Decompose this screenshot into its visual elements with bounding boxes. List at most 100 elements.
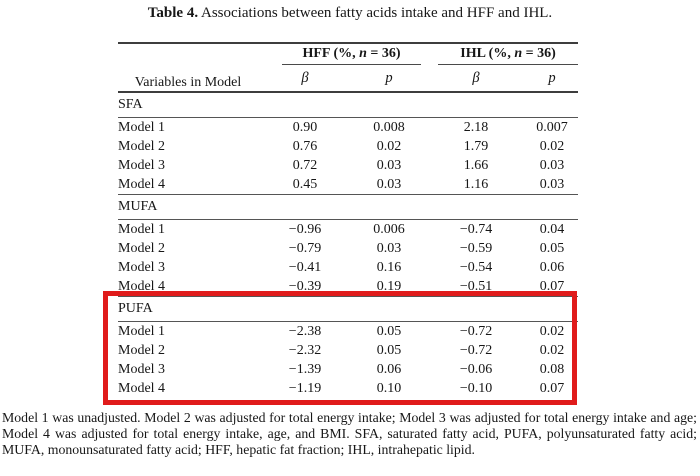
model-label-cell: Model 4 xyxy=(118,380,166,396)
col-header-p-ihl: p xyxy=(526,65,579,93)
value-cell: 0.05 xyxy=(539,240,565,256)
col-header-variables: Variables in Model xyxy=(118,43,258,93)
value-cell: −1.19 xyxy=(288,380,322,396)
value-cell: −0.59 xyxy=(459,240,493,256)
value-cell: −0.54 xyxy=(459,259,493,275)
table-row: Model 3 −0.41 0.16 −0.54 0.06 xyxy=(118,258,578,277)
table-row: Model 2 −2.32 0.05 −0.72 0.02 xyxy=(118,341,578,360)
section-sfa: SFA Model 1 0.90 0.008 2.18 0.007 Model … xyxy=(118,92,579,195)
value-cell: 0.03 xyxy=(376,176,402,192)
value-cell: 0.45 xyxy=(292,176,318,192)
hff-n-symbol: n xyxy=(359,46,367,61)
model-label-cell: Model 2 xyxy=(118,138,166,154)
table-row: Model 1 −0.96 0.006 −0.74 0.04 xyxy=(118,220,578,240)
table-row: Model 1 0.90 0.008 2.18 0.007 xyxy=(118,118,578,138)
value-cell: 0.02 xyxy=(539,323,565,339)
value-cell: 0.06 xyxy=(539,259,565,275)
table-row: Model 1 −2.38 0.05 −0.72 0.02 xyxy=(118,322,578,342)
table-row: Model 3 0.72 0.03 1.66 0.03 xyxy=(118,156,578,175)
hff-group-label: HFF (%, xyxy=(302,46,360,61)
value-cell: 0.03 xyxy=(539,176,565,192)
table-row: Model 2 0.76 0.02 1.79 0.02 xyxy=(118,137,578,156)
value-cell: 0.06 xyxy=(376,361,402,377)
model-label-cell: Model 3 xyxy=(118,157,166,173)
model-label-cell: Model 4 xyxy=(118,176,166,192)
table-row: Model 4 −1.19 0.10 −0.10 0.07 xyxy=(118,379,578,398)
ihl-n-value: = 36) xyxy=(522,46,556,61)
value-cell: 0.02 xyxy=(539,342,565,358)
section-pufa: PUFA Model 1 −2.38 0.05 −0.72 0.02 Model… xyxy=(118,296,579,399)
section-label: SFA xyxy=(118,92,579,118)
value-cell: 0.04 xyxy=(539,221,565,237)
hff-n-value: = 36) xyxy=(366,46,401,61)
ihl-group-label: IHL (%, xyxy=(460,46,515,61)
table-caption: Table 4. Associations between fatty acid… xyxy=(0,4,700,23)
value-cell: 0.02 xyxy=(376,138,402,154)
model-label-cell: Model 4 xyxy=(118,278,166,294)
model-label-cell: Model 3 xyxy=(118,259,166,275)
value-cell: 0.007 xyxy=(536,119,568,135)
value-cell: 0.07 xyxy=(539,380,565,396)
section-label: PUFA xyxy=(118,296,579,322)
model-label-cell: Model 1 xyxy=(118,323,166,339)
table-row: Model 4 −0.39 0.19 −0.51 0.07 xyxy=(118,277,578,297)
value-cell: 0.90 xyxy=(292,119,318,135)
value-cell: 2.18 xyxy=(463,119,489,135)
value-cell: −0.41 xyxy=(288,259,322,275)
value-cell: 0.16 xyxy=(376,259,402,275)
value-cell: 0.03 xyxy=(376,240,402,256)
model-label-cell: Model 3 xyxy=(118,361,166,377)
value-cell: −0.96 xyxy=(288,221,322,237)
value-cell: 0.008 xyxy=(373,119,405,135)
value-cell: 1.66 xyxy=(463,157,489,173)
value-cell: −2.38 xyxy=(288,323,322,339)
col-header-beta-hff: β xyxy=(258,65,352,93)
value-cell: 0.19 xyxy=(376,278,402,294)
section-label-row: MUFA xyxy=(118,194,579,220)
model-label-cell: Model 2 xyxy=(118,342,166,358)
model-label-cell: Model 2 xyxy=(118,240,166,256)
value-cell: −0.10 xyxy=(459,380,493,396)
value-cell: 0.07 xyxy=(539,278,565,294)
value-cell: 0.006 xyxy=(373,221,405,237)
table-row: Model 4 0.45 0.03 1.16 0.03 xyxy=(118,175,578,195)
value-cell: 1.16 xyxy=(463,176,489,192)
value-cell: 0.05 xyxy=(376,342,402,358)
col-header-beta-ihl: β xyxy=(426,65,527,93)
value-cell: 0.76 xyxy=(292,138,318,154)
value-cell: −0.72 xyxy=(459,342,493,358)
value-cell: 0.02 xyxy=(539,138,565,154)
value-cell: −0.72 xyxy=(459,323,493,339)
value-cell: 0.05 xyxy=(376,323,402,339)
col-header-p-hff: p xyxy=(352,65,427,93)
section-mufa: MUFA Model 1 −0.96 0.006 −0.74 0.04 Mode… xyxy=(118,194,579,297)
value-cell: −1.39 xyxy=(288,361,322,377)
section-label-row: PUFA xyxy=(118,296,579,322)
value-cell: −0.06 xyxy=(459,361,493,377)
value-cell: 0.72 xyxy=(292,157,318,173)
table-footnote: Model 1 was unadjusted. Model 2 was adju… xyxy=(2,410,697,457)
section-label: MUFA xyxy=(118,194,579,220)
value-cell: 0.03 xyxy=(539,157,565,173)
col-group-header-ihl: IHL (%, n = 36) xyxy=(426,43,579,65)
section-label-row: SFA xyxy=(118,92,579,118)
model-label-cell: Model 1 xyxy=(118,119,166,135)
table-row: Model 2 −0.79 0.03 −0.59 0.05 xyxy=(118,239,578,258)
table-caption-label: Table 4. xyxy=(147,5,199,21)
table-row: Model 3 −1.39 0.06 −0.06 0.08 xyxy=(118,360,578,379)
value-cell: −0.74 xyxy=(459,221,493,237)
sub-header-row: β p β p xyxy=(118,65,579,93)
value-cell: −0.79 xyxy=(288,240,322,256)
value-cell: 0.03 xyxy=(376,157,402,173)
value-cell: −0.51 xyxy=(459,278,493,294)
fatty-acids-table: Variables in Model HFF (%, n = 36) IHL (… xyxy=(118,42,579,399)
ihl-n-symbol: n xyxy=(514,46,523,61)
model-label-cell: Model 1 xyxy=(118,221,166,237)
value-cell: 0.10 xyxy=(376,380,402,396)
table-caption-text: Associations between fatty acids intake … xyxy=(198,5,553,21)
col-group-header-hff: HFF (%, n = 36) xyxy=(258,43,426,65)
value-cell: 1.79 xyxy=(463,138,489,154)
value-cell: −2.32 xyxy=(288,342,322,358)
value-cell: 0.08 xyxy=(539,361,565,377)
value-cell: −0.39 xyxy=(288,278,322,294)
